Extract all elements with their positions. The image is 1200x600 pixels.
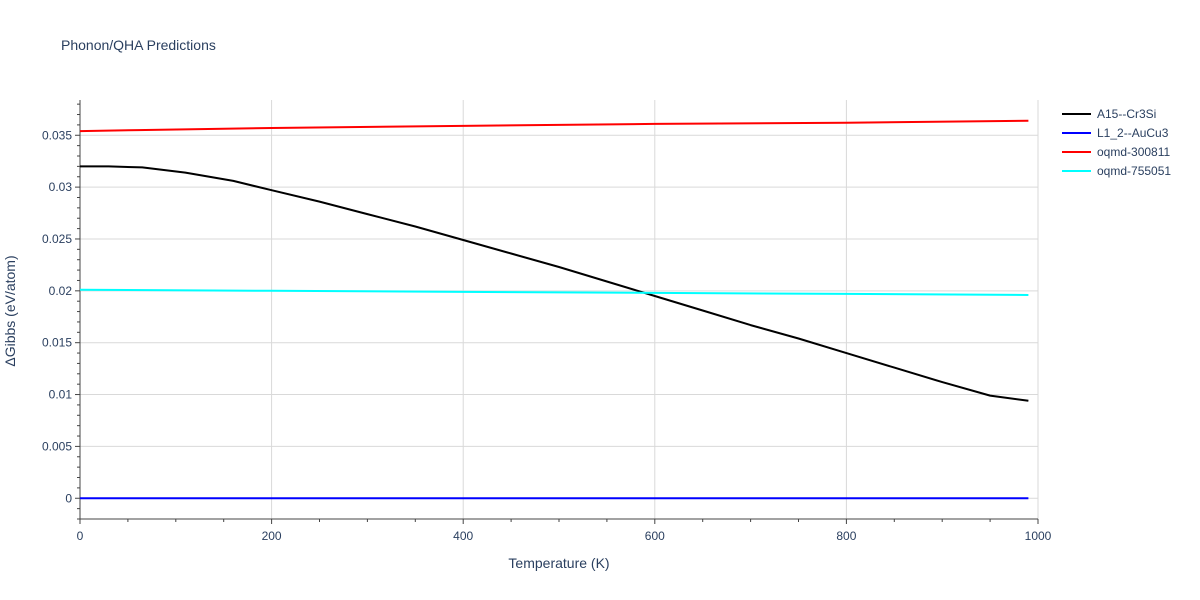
series-line-oqmd-300811[interactable] xyxy=(79,119,1029,133)
legend-label: A15--Cr3Si xyxy=(1097,107,1156,121)
legend-label: oqmd-755051 xyxy=(1097,164,1171,178)
legend[interactable]: A15--Cr3Si L1_2--AuCu3 oqmd-300811 oqmd-755… xyxy=(1062,107,1171,178)
y-tick-label: 0.005 xyxy=(42,439,72,453)
plot-area xyxy=(79,119,1029,500)
legend-label: oqmd-300811 xyxy=(1097,145,1170,159)
x-tick-label: 400 xyxy=(453,529,473,543)
series-line-oqmd-755051[interactable] xyxy=(79,288,1029,296)
y-tick-label: 0.01 xyxy=(49,388,73,402)
x-tick-label: 800 xyxy=(836,529,856,543)
x-tick-label: 200 xyxy=(262,529,282,543)
x-axis-label: Temperature (K) xyxy=(508,555,609,571)
y-tick-label: 0.015 xyxy=(42,336,72,350)
y-axis-label: ΔGibbs (eV/atom) xyxy=(2,255,18,366)
legend-item[interactable]: oqmd-755051 xyxy=(1062,164,1171,178)
chart-title: Phonon/QHA Predictions xyxy=(61,37,216,53)
legend-item[interactable]: L1_2--AuCu3 xyxy=(1062,126,1169,140)
y-tick-label: 0 xyxy=(65,491,72,505)
y-tick-label: 0.025 xyxy=(42,232,72,246)
series-line-a15-cr3si[interactable] xyxy=(80,165,1029,402)
legend-label: L1_2--AuCu3 xyxy=(1097,126,1169,140)
y-tick-label: 0.03 xyxy=(49,180,73,194)
axes: 0 200 400 600 800 1000 0 0.005 0.01 0.015 0.02 0.02… xyxy=(42,100,1052,543)
grid xyxy=(80,100,1039,519)
x-tick-label: 1000 xyxy=(1025,529,1052,543)
x-tick-label: 600 xyxy=(645,529,665,543)
legend-item[interactable]: A15--Cr3Si xyxy=(1062,107,1156,121)
y-tick-label: 0.02 xyxy=(49,284,73,298)
legend-item[interactable]: oqmd-300811 xyxy=(1062,145,1170,159)
y-tick-label: 0.035 xyxy=(42,128,72,142)
x-tick-label: 0 xyxy=(77,529,84,543)
